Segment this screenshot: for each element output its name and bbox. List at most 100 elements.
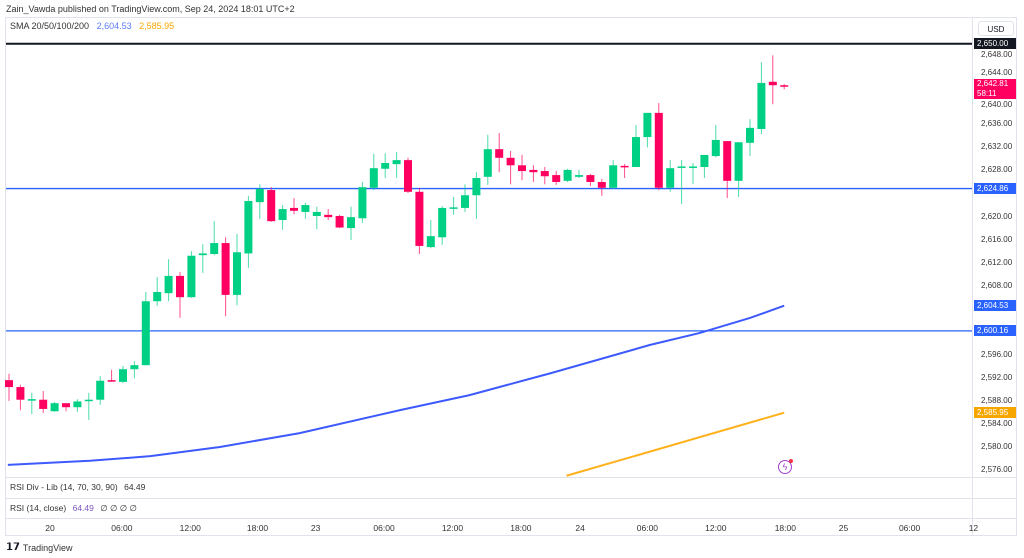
sma-line-blue — [7, 304, 785, 466]
price-tag: 2,585.95 — [974, 407, 1016, 419]
candle-body — [164, 275, 173, 294]
candle-body — [734, 142, 743, 181]
candle-body — [563, 169, 572, 181]
candle-body — [84, 399, 93, 402]
sma-legend[interactable]: SMA 20/50/100/200 2,604.53 2,585.95 — [10, 21, 179, 31]
candle-body — [632, 137, 640, 168]
price-tag: 2,604.53 — [974, 300, 1016, 312]
rsi-legend[interactable]: RSI (14, close) 64.49 ∅ ∅ ∅ ∅ — [10, 503, 137, 514]
candle-body — [449, 207, 458, 209]
rsi-div-value: 64.49 — [124, 482, 146, 492]
candle-body — [358, 187, 367, 219]
candle-body — [96, 380, 105, 400]
candle-body — [187, 255, 196, 298]
price-tag: 2,624.86 — [974, 183, 1016, 195]
candle-body — [153, 292, 162, 302]
candle-body — [757, 82, 766, 130]
last-price-tag: 2,642.81 58:11 — [974, 79, 1016, 100]
sma-line-orange — [566, 411, 785, 477]
bar-countdown: 58:11 — [977, 89, 997, 99]
rsi-extra: ∅ ∅ ∅ ∅ — [100, 503, 137, 513]
candle-body — [267, 190, 276, 222]
price-tick: 2,592.00 — [981, 372, 1013, 382]
scale-divider — [972, 17, 973, 536]
time-tick: 18:00 — [246, 523, 269, 533]
currency-button[interactable]: USD — [978, 21, 1014, 36]
price-tick: 2,612.00 — [981, 257, 1013, 267]
price-scale[interactable]: 2,650.00 2,624.86 2,604.53 2,600.16 2,585.95… — [972, 0, 1018, 520]
time-tick: 24 — [575, 523, 585, 533]
candle-body — [666, 168, 675, 188]
candle-body — [119, 369, 127, 382]
time-tick: 06:00 — [373, 523, 395, 533]
candle-body — [711, 139, 720, 157]
price-tick: 2,616.00 — [981, 234, 1013, 244]
candle-body — [312, 211, 321, 216]
candle-body — [540, 171, 549, 177]
candle-body — [552, 175, 561, 182]
time-tick: 18:00 — [510, 523, 532, 533]
candle-body — [529, 169, 538, 173]
candle-body — [50, 403, 59, 412]
candle-body — [233, 252, 241, 295]
panel-divider — [6, 498, 1016, 499]
candle-body — [746, 127, 754, 143]
candle-body — [483, 149, 492, 177]
price-tag: 2,600.16 — [974, 325, 1016, 337]
candle-body — [210, 243, 219, 254]
price-tick: 2,620.00 — [981, 211, 1013, 221]
candle-body — [244, 201, 253, 254]
sma-value-1: 2,604.53 — [96, 21, 132, 31]
candle-body — [221, 243, 230, 295]
price-tick: 2,608.00 — [981, 280, 1013, 290]
time-tick: 12:00 — [179, 523, 201, 533]
candle-body — [369, 168, 378, 188]
candle-body — [495, 149, 504, 158]
candle-body — [335, 215, 344, 228]
candle-body — [700, 154, 709, 168]
candle-body — [575, 175, 583, 177]
publish-info: Zain_Vawda published on TradingView.com,… — [6, 4, 295, 14]
candle-body — [381, 162, 390, 169]
candle-body — [73, 401, 82, 408]
candle-body — [404, 160, 412, 192]
time-tick: 20 — [45, 523, 55, 533]
candle-body — [723, 141, 732, 181]
rsi-div-label: RSI Div - Lib (14, 70, 30, 90) — [10, 482, 118, 492]
price-tick: 2,648.00 — [981, 50, 1013, 60]
time-tick: 12:00 — [705, 523, 727, 533]
candle-body — [392, 160, 401, 165]
tv-logo-icon: 𝟭𝟳 — [6, 542, 20, 553]
lightning-icon[interactable]: ϟ — [778, 459, 793, 474]
price-tick: 2,584.00 — [981, 418, 1013, 428]
rsi-label: RSI (14, close) — [10, 503, 67, 513]
price-tick: 2,588.00 — [981, 395, 1013, 405]
candle-body — [278, 209, 287, 221]
rsi-value: 64.49 — [72, 503, 94, 513]
candle-body — [780, 85, 789, 87]
candle-body — [586, 175, 595, 182]
time-tick: 12 — [968, 523, 979, 533]
candle-body — [506, 157, 515, 166]
candle-body — [347, 217, 355, 229]
time-tick: 06:00 — [636, 523, 659, 533]
candle-body — [597, 182, 606, 188]
candle-body — [176, 275, 184, 298]
time-tick: 18:00 — [774, 523, 796, 533]
candle-body — [438, 207, 447, 238]
price-tick: 2,640.00 — [981, 100, 1013, 110]
time-axis-divider — [6, 518, 1016, 519]
price-tick: 2,632.00 — [981, 142, 1013, 152]
candle-body — [609, 165, 618, 188]
panel-divider — [6, 477, 1016, 478]
rsi-div-legend[interactable]: RSI Div - Lib (14, 70, 30, 90) 64.49 — [10, 482, 145, 492]
candle-body — [677, 166, 686, 168]
price-tick: 2,636.00 — [981, 119, 1013, 129]
candle-body — [5, 380, 13, 388]
footer-brand: TradingView — [22, 542, 73, 553]
candle-body — [130, 365, 139, 370]
price-tick: 2,596.00 — [981, 349, 1013, 359]
candle-body — [768, 81, 777, 86]
price-tick: 2,628.00 — [981, 165, 1013, 175]
